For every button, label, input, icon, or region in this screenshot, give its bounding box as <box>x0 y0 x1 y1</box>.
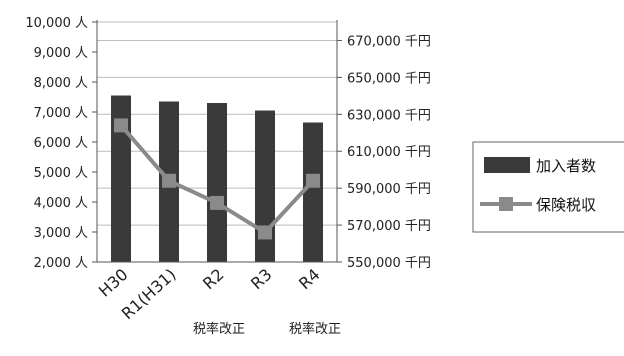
x-tick-label: R1(H31) <box>118 265 180 323</box>
line-point <box>210 195 224 210</box>
bar <box>255 110 275 262</box>
x-tick-label: R2 <box>199 265 228 293</box>
legend-bar-swatch <box>484 157 530 173</box>
right-tick-label: 550,000 千円 <box>347 256 431 271</box>
right-tick-label: 650,000 千円 <box>347 71 431 86</box>
left-tick-label: 4,000 人 <box>34 196 88 211</box>
line-point <box>162 173 176 188</box>
left-tick-label: 8,000 人 <box>34 76 88 91</box>
right-tick-label: 630,000 千円 <box>347 108 431 123</box>
left-tick-label: 2,000 人 <box>34 256 88 271</box>
left-tick-label: 6,000 人 <box>34 136 88 151</box>
axes <box>96 20 338 263</box>
line-point <box>258 225 272 240</box>
left-tick-label: 5,000 人 <box>34 166 88 181</box>
x-tick-label: R4 <box>295 265 324 293</box>
x-tick-label: R3 <box>247 265 276 293</box>
left-tick-label: 10,000 人 <box>25 16 88 31</box>
bar <box>207 103 227 262</box>
category-notes: 税率改正 税率改正 <box>193 321 341 337</box>
legend-label: 保険税収 <box>536 196 596 214</box>
bar <box>111 95 131 262</box>
left-tick-label: 9,000 人 <box>34 46 88 61</box>
legend-box <box>472 141 624 233</box>
category-note: 税率改正 <box>289 321 341 337</box>
legend-line-marker <box>499 197 513 211</box>
bar-series <box>111 95 323 262</box>
legend-label: 加入者数 <box>536 157 596 175</box>
line-series <box>114 118 320 240</box>
right-tick-label: 670,000 千円 <box>347 34 431 49</box>
left-tick-label: 7,000 人 <box>34 106 88 121</box>
right-axis-ticks: 550,000 千円 570,000 千円 590,000 千円 610,000 千円… <box>337 34 431 271</box>
left-axis-ticks: 2,000 人 3,000 人 4,000 人 5,000 人 6,000 人 7,000… <box>25 16 97 271</box>
right-tick-label: 590,000 千円 <box>347 182 431 197</box>
bar <box>303 122 323 262</box>
left-tick-label: 3,000 人 <box>34 226 88 241</box>
x-tick-label: H30 <box>95 265 132 301</box>
right-tick-label: 570,000 千円 <box>347 219 431 234</box>
category-note: 税率改正 <box>193 321 245 337</box>
right-tick-label: 610,000 千円 <box>347 145 431 160</box>
line-point <box>114 118 128 133</box>
line-point <box>306 173 320 188</box>
